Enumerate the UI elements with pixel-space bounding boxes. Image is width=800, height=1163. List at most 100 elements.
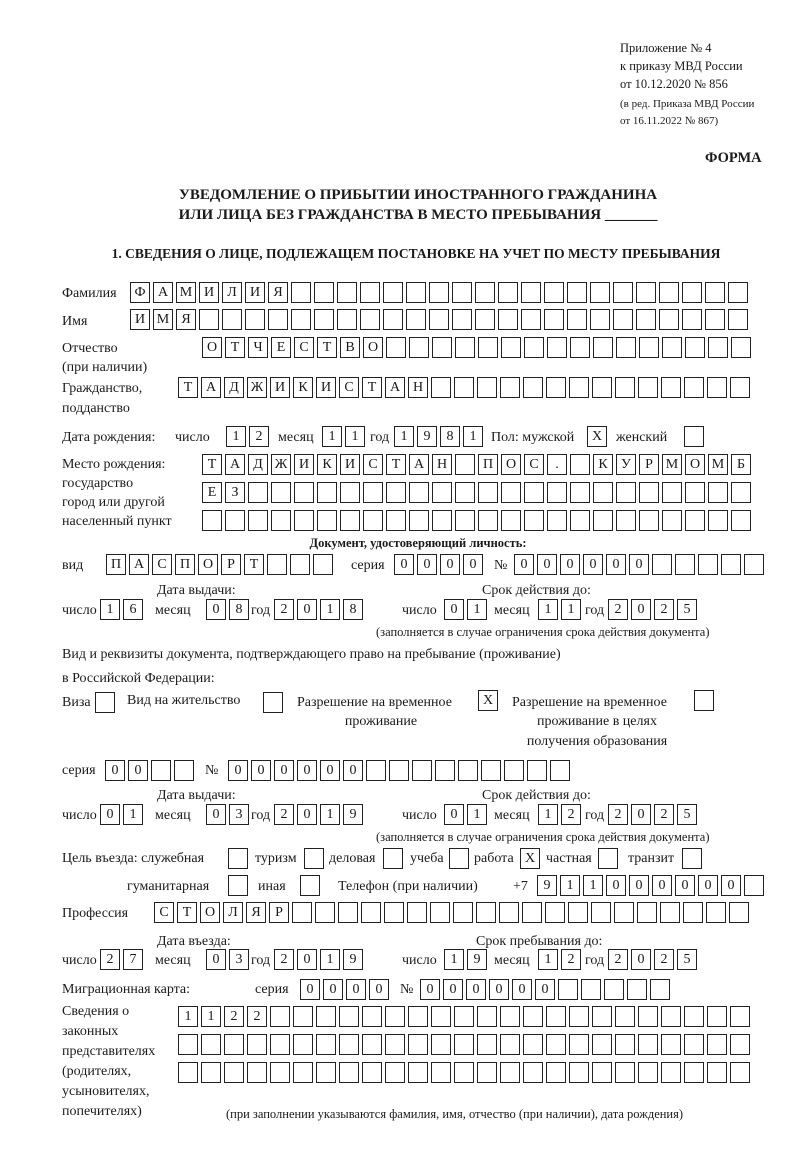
- char-cell[interactable]: [477, 1062, 497, 1083]
- char-cell[interactable]: А: [225, 454, 245, 475]
- char-cell[interactable]: [639, 337, 659, 358]
- char-cell[interactable]: 2: [608, 949, 628, 970]
- char-cell[interactable]: О: [363, 337, 383, 358]
- char-cell[interactable]: [409, 482, 429, 503]
- char-cell[interactable]: 9: [417, 426, 437, 447]
- visa-checkbox[interactable]: [95, 692, 115, 713]
- char-cell[interactable]: Р: [639, 454, 659, 475]
- char-cell[interactable]: [454, 377, 474, 398]
- char-cell[interactable]: [293, 1006, 313, 1027]
- char-cell[interactable]: [569, 377, 589, 398]
- char-cell[interactable]: [498, 282, 518, 303]
- char-cell[interactable]: 7: [123, 949, 143, 970]
- char-cell[interactable]: П: [478, 454, 498, 475]
- char-cell[interactable]: О: [202, 337, 222, 358]
- char-cell[interactable]: [615, 1062, 635, 1083]
- char-cell[interactable]: О: [501, 454, 521, 475]
- char-cell[interactable]: [431, 1034, 451, 1055]
- char-cell[interactable]: [684, 377, 704, 398]
- char-cell[interactable]: [570, 337, 590, 358]
- char-cell[interactable]: П: [106, 554, 126, 575]
- char-cell[interactable]: И: [340, 454, 360, 475]
- char-cell[interactable]: [270, 1062, 290, 1083]
- char-cell[interactable]: [698, 554, 718, 575]
- char-cell[interactable]: А: [385, 377, 405, 398]
- sex-female-checkbox[interactable]: [684, 426, 704, 447]
- char-cell[interactable]: 2: [224, 1006, 244, 1027]
- char-cell[interactable]: [174, 760, 194, 781]
- char-cell[interactable]: [636, 309, 656, 330]
- char-cell[interactable]: [581, 979, 601, 1000]
- char-cell[interactable]: 0: [629, 554, 649, 575]
- char-cell[interactable]: [290, 554, 310, 575]
- char-cell[interactable]: [384, 902, 404, 923]
- char-cell[interactable]: [408, 1006, 428, 1027]
- char-cell[interactable]: [570, 454, 590, 475]
- char-cell[interactable]: [662, 510, 682, 531]
- purpose-work-checkbox[interactable]: X: [520, 848, 540, 869]
- char-cell[interactable]: [730, 1006, 750, 1027]
- char-cell[interactable]: 0: [535, 979, 555, 1000]
- char-cell[interactable]: [685, 337, 705, 358]
- char-cell[interactable]: [248, 482, 268, 503]
- char-cell[interactable]: [637, 902, 657, 923]
- char-cell[interactable]: 0: [675, 875, 695, 896]
- char-cell[interactable]: Р: [269, 902, 289, 923]
- char-cell[interactable]: Я: [246, 902, 266, 923]
- char-cell[interactable]: 0: [297, 804, 317, 825]
- char-cell[interactable]: [386, 510, 406, 531]
- char-cell[interactable]: [453, 902, 473, 923]
- char-cell[interactable]: [201, 1062, 221, 1083]
- char-cell[interactable]: [592, 1006, 612, 1027]
- char-cell[interactable]: [431, 1006, 451, 1027]
- char-cell[interactable]: Л: [223, 902, 243, 923]
- char-cell[interactable]: 1: [201, 1006, 221, 1027]
- char-cell[interactable]: [568, 902, 588, 923]
- char-cell[interactable]: [546, 377, 566, 398]
- char-cell[interactable]: 1: [322, 426, 342, 447]
- char-cell[interactable]: [360, 282, 380, 303]
- char-cell[interactable]: [659, 282, 679, 303]
- char-cell[interactable]: [409, 510, 429, 531]
- char-cell[interactable]: 9: [343, 949, 363, 970]
- char-cell[interactable]: [291, 309, 311, 330]
- char-cell[interactable]: [366, 760, 386, 781]
- char-cell[interactable]: [247, 1062, 267, 1083]
- char-cell[interactable]: 8: [440, 426, 460, 447]
- char-cell[interactable]: [222, 309, 242, 330]
- char-cell[interactable]: Н: [408, 377, 428, 398]
- char-cell[interactable]: [708, 510, 728, 531]
- char-cell[interactable]: [476, 902, 496, 923]
- char-cell[interactable]: [613, 282, 633, 303]
- char-cell[interactable]: 0: [300, 979, 320, 1000]
- char-cell[interactable]: [593, 337, 613, 358]
- char-cell[interactable]: [569, 1006, 589, 1027]
- char-cell[interactable]: [248, 510, 268, 531]
- char-cell[interactable]: [650, 979, 670, 1000]
- purpose-service-checkbox[interactable]: [228, 848, 248, 869]
- char-cell[interactable]: [339, 1062, 359, 1083]
- char-cell[interactable]: [454, 1006, 474, 1027]
- char-cell[interactable]: [613, 309, 633, 330]
- char-cell[interactable]: 0: [417, 554, 437, 575]
- char-cell[interactable]: [707, 1062, 727, 1083]
- purpose-other-checkbox[interactable]: [300, 875, 320, 896]
- residence-checkbox[interactable]: [263, 692, 283, 713]
- char-cell[interactable]: 1: [538, 599, 558, 620]
- char-cell[interactable]: 0: [206, 949, 226, 970]
- char-cell[interactable]: [707, 1006, 727, 1027]
- char-cell[interactable]: [407, 902, 427, 923]
